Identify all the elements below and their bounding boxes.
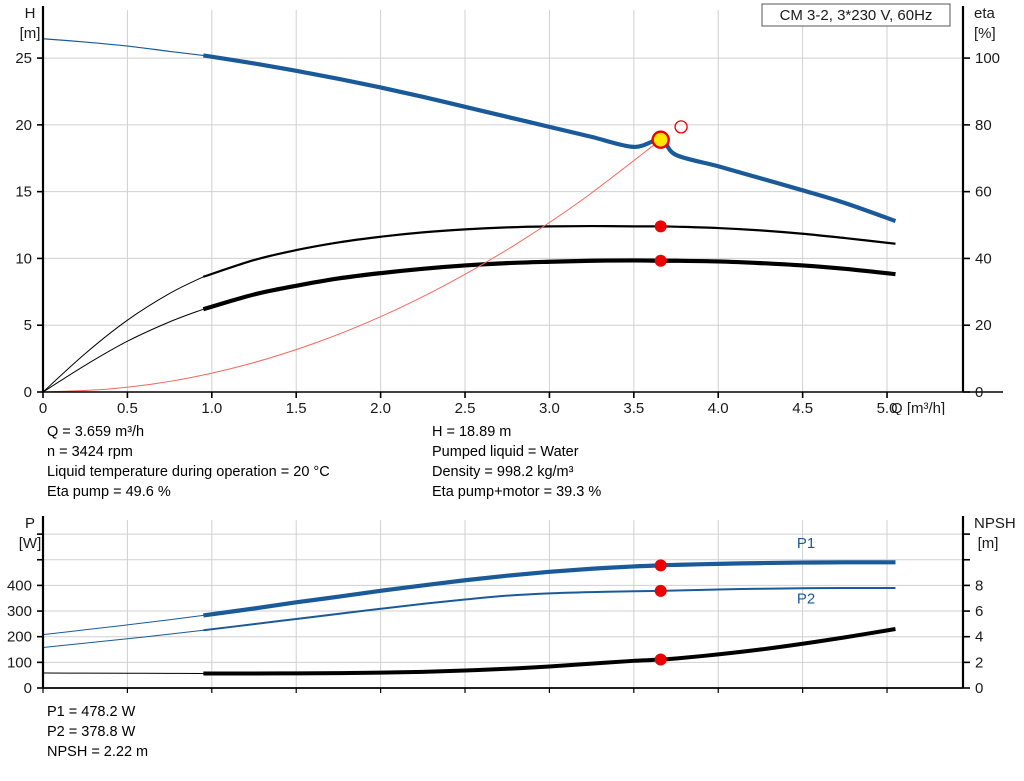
x-tick-label: 0.5 <box>117 400 138 415</box>
duty-info-left-row: Q = 3.659 m³/h <box>47 424 145 440</box>
y-axis-unit-left: [m] <box>20 25 41 42</box>
curve-p1-thin <box>42 614 204 636</box>
eta-pump-point[interactable] <box>654 220 667 233</box>
duty-info-right-row: Eta pump+motor = 39.3 % <box>432 484 602 500</box>
curve-h-head-curve-thin <box>42 38 204 57</box>
y-tick-label-right: 40 <box>975 250 992 267</box>
power-info: P1 = 478.2 W P2 = 378.8 W NPSH = 2.22 m <box>47 704 148 764</box>
duty-info-left: Q = 3.659 m³/h n = 3424 rpm Liquid tempe… <box>47 424 330 504</box>
y-tick-label-right: 8 <box>975 577 983 594</box>
y-tick-label-left: 20 <box>15 117 32 134</box>
y-tick-label-left: 100 <box>7 654 32 671</box>
y-tick-label-left: 5 <box>24 317 32 334</box>
eta-pump-motor-point[interactable] <box>654 254 667 267</box>
curve-h-head-curve <box>203 53 897 224</box>
x-tick-label: 1.0 <box>201 400 222 415</box>
curve-eta-pump-motor <box>202 258 896 312</box>
y-tick-label-right: 80 <box>975 117 992 134</box>
plot-background <box>43 520 963 688</box>
y-tick-label-left: 400 <box>7 577 32 594</box>
y-axis-title-right: eta <box>974 5 996 22</box>
x-tick-label: 2.0 <box>370 400 391 415</box>
p2-duty-point[interactable] <box>654 584 667 597</box>
curve-system-curve-thin <box>42 139 662 393</box>
curve-npsh-thin <box>42 672 204 675</box>
plot-background <box>43 10 963 392</box>
y-tick-label-left: 0 <box>24 384 32 401</box>
power-info-row: P1 = 478.2 W <box>47 704 136 720</box>
y-tick-label-right: 100 <box>975 50 1000 67</box>
y-tick-label-right: 0 <box>975 384 983 401</box>
x-axis-title: Q [m³/h] <box>891 400 945 415</box>
p1-duty-point[interactable] <box>654 559 667 572</box>
curve-npsh <box>203 627 896 676</box>
power-info-row: P2 = 378.8 W <box>47 724 136 740</box>
duty-info-right-row: Pumped liquid = Water <box>432 444 579 460</box>
npsh-duty-point[interactable] <box>654 653 667 666</box>
curve-label-p1: P1 <box>797 535 815 552</box>
y-tick-label-right: 2 <box>975 654 983 671</box>
duty-point-open[interactable] <box>674 120 688 134</box>
curve-p2-thin <box>42 629 204 648</box>
duty-info-left-row: Eta pump = 49.6 % <box>47 484 171 500</box>
y-axis-unit-right: [m] <box>978 535 999 552</box>
y-axis-title-left: P <box>25 515 35 532</box>
y-tick-label-left: 15 <box>15 184 32 201</box>
curve-eta-pump-thin <box>42 276 204 393</box>
curve-p1 <box>203 560 896 618</box>
y-axis-unit-left: [W] <box>19 535 42 552</box>
y-tick-label-right: 0 <box>975 680 983 697</box>
curve-label-p2: P2 <box>797 590 815 607</box>
x-tick-label: 3.0 <box>539 400 560 415</box>
x-tick-label: 4.0 <box>708 400 729 415</box>
y-tick-label-left: 300 <box>7 603 32 620</box>
title-box <box>761 3 951 27</box>
x-tick-label: 4.5 <box>792 400 813 415</box>
duty-info-right: H = 18.89 m Pumped liquid = Water Densit… <box>432 424 601 504</box>
x-tick-label: 1.5 <box>286 400 307 415</box>
y-tick-label-right: 4 <box>975 629 983 646</box>
y-axis-title-right: NPSH <box>974 515 1016 532</box>
x-tick-label: 3.5 <box>623 400 644 415</box>
y-tick-label-right: 6 <box>975 603 983 620</box>
x-tick-label: 0 <box>39 400 47 415</box>
curve-p2 <box>203 586 896 632</box>
x-tick-label: 5.0 <box>877 400 898 415</box>
y-tick-label-left: 200 <box>7 629 32 646</box>
head-eta-chart: 0 5 10 15 20 25 0 20 40 60 80 100 0 0.5 1.0 1.5 2.0 2.5 3.… <box>15 3 1003 415</box>
duty-info-left-row: Liquid temperature during operation = 20… <box>47 464 330 480</box>
duty-info-right-row: Density = 998.2 kg/m³ <box>432 464 574 480</box>
duty-info-left-row: n = 3424 rpm <box>47 444 133 460</box>
curve-eta-pump <box>203 224 896 278</box>
top-chart-group: 0 5 10 15 20 25 0 20 40 60 80 100 0 0.5 1.0 1.5 2.0 2.5 3.… <box>15 3 1003 415</box>
power-info-row: NPSH = 2.22 m <box>47 744 149 760</box>
y-axis-title-left: H <box>25 5 36 22</box>
y-axis-unit-right: [%] <box>974 25 996 42</box>
y-tick-label-right: 60 <box>975 184 992 201</box>
x-tick-label: 2.5 <box>455 400 476 415</box>
bottom-chart-group: P1 P2 0 100 200 300 400 0 2 4 6 8 P [W] NPSH [m] <box>7 515 1016 697</box>
title-box-label: CM 3-2, 3*230 V, 60Hz <box>780 7 933 24</box>
power-npsh-chart: P1 P2 0 100 200 300 400 0 2 4 6 8 P [W] NPSH [m] <box>7 515 1016 697</box>
duty-info-right-row: H = 18.89 m <box>432 424 512 440</box>
curve-eta-pump-motor-thin <box>42 308 204 393</box>
y-tick-label-left: 0 <box>24 680 32 697</box>
y-tick-label-left: 10 <box>15 250 32 267</box>
y-tick-label-left: 25 <box>15 50 32 67</box>
duty-point[interactable] <box>651 130 670 149</box>
y-tick-label-right: 20 <box>975 317 992 334</box>
